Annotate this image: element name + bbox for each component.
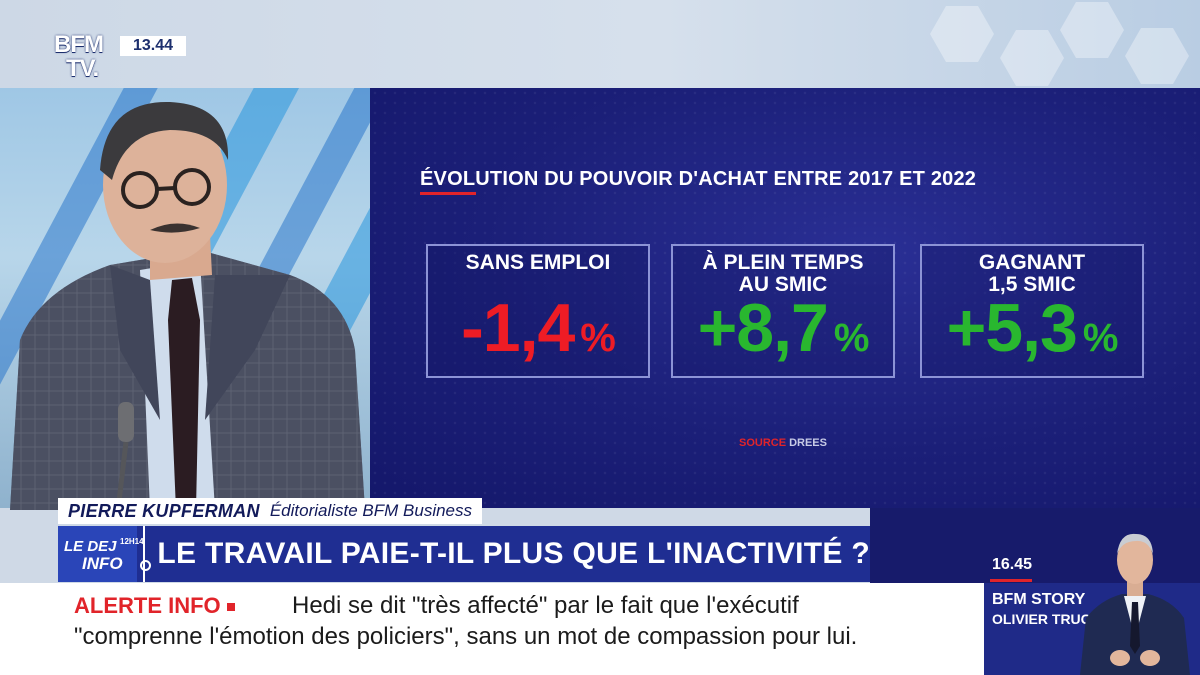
alert-square-icon [226, 603, 235, 612]
stat-value: +8,7% [673, 294, 893, 372]
decorative-hexagon [1060, 2, 1124, 58]
stat-label-line: SANS EMPLOI [465, 251, 611, 274]
stat-label: SANS EMPLOI [428, 252, 648, 298]
stat-unit: % [580, 316, 616, 360]
headline-separator [142, 526, 146, 582]
stat-number: -1,4 [461, 290, 575, 366]
decorative-hexagon [1000, 30, 1064, 86]
stat-number: +8,7 [697, 290, 829, 366]
stat-label-line: À PLEIN TEMPS [702, 251, 864, 274]
speaker-strap: PIERRE KUPFERMAN Éditorialiste BFM Busin… [58, 498, 483, 524]
stat-label-line: AU SMIC [738, 273, 828, 296]
source-value: DREES [789, 437, 827, 449]
show-logo-text: LE DEJ [64, 538, 117, 555]
headline: LE TRAVAIL PAIE-T-IL PLUS QUE L'INACTIVI… [157, 537, 870, 570]
stat-unit: % [1082, 316, 1119, 360]
bfmtv-logo: BFM TV. [54, 33, 114, 85]
stat-unit: % [833, 316, 870, 360]
headline-bar: LE DEJ 12H14 INFO LE TRAVAIL PAIE-T-IL P… [58, 526, 870, 582]
stat-card-sans-emploi: SANS EMPLOI -1,4% [426, 244, 650, 378]
stat-card-plein-temps-smic: À PLEIN TEMPS AU SMIC +8,7% [671, 244, 895, 378]
anchor-image [1080, 533, 1190, 675]
on-air-clock: 13.44 [120, 36, 186, 56]
decorative-hexagon [930, 6, 994, 62]
source-credit: SOURCE DREES [739, 437, 827, 449]
alert-label-text: ALERTE INFO [74, 593, 221, 618]
stat-label: À PLEIN TEMPS AU SMIC [673, 252, 893, 298]
alert-label: ALERTE INFO [74, 593, 235, 619]
logo-text-bottom: TV. [66, 55, 99, 82]
stat-label-line: 1,5 SMIC [988, 273, 1076, 296]
top-band [0, 0, 1200, 88]
show-logo-time: 12H14 [120, 537, 144, 546]
source-label: SOURCE [739, 437, 787, 449]
commentator-image [10, 101, 365, 510]
decorative-hexagon [1125, 28, 1189, 84]
title-underline [420, 192, 476, 195]
show-logo-text-info: INFO [82, 554, 123, 573]
ticker-text-line2: "comprenne l'émotion des policiers", san… [74, 623, 858, 650]
next-program-underline [990, 579, 1032, 582]
stat-card-gagnant-1-5-smic: GAGNANT 1,5 SMIC +5,3% [920, 244, 1144, 378]
stat-label-line: GAGNANT [978, 251, 1086, 274]
panel-texture [370, 88, 1200, 508]
record-circle-icon [140, 560, 151, 571]
stat-value: -1,4% [428, 294, 648, 372]
speaker-role: Éditorialiste BFM Business [269, 501, 473, 520]
infographic-title: ÉVOLUTION DU POUVOIR D'ACHAT ENTRE 2017 … [420, 168, 977, 190]
news-ticker [0, 583, 984, 675]
logo-text-top: BFM [54, 31, 104, 58]
speaker-name: PIERRE KUPFERMAN [68, 500, 260, 521]
next-program-time: 16.45 [992, 556, 1033, 573]
ticker-text-line1: Hedi se dit "très affecté" par le fait q… [292, 592, 799, 619]
infographic-panel: ÉVOLUTION DU POUVOIR D'ACHAT ENTRE 2017 … [370, 88, 1200, 508]
show-logo: LE DEJ 12H14 INFO [58, 526, 151, 582]
stat-label: GAGNANT 1,5 SMIC [922, 252, 1142, 298]
stat-number: +5,3 [946, 290, 1078, 366]
next-program-title: BFM STORY [992, 591, 1086, 608]
stat-value: +5,3% [922, 294, 1142, 372]
